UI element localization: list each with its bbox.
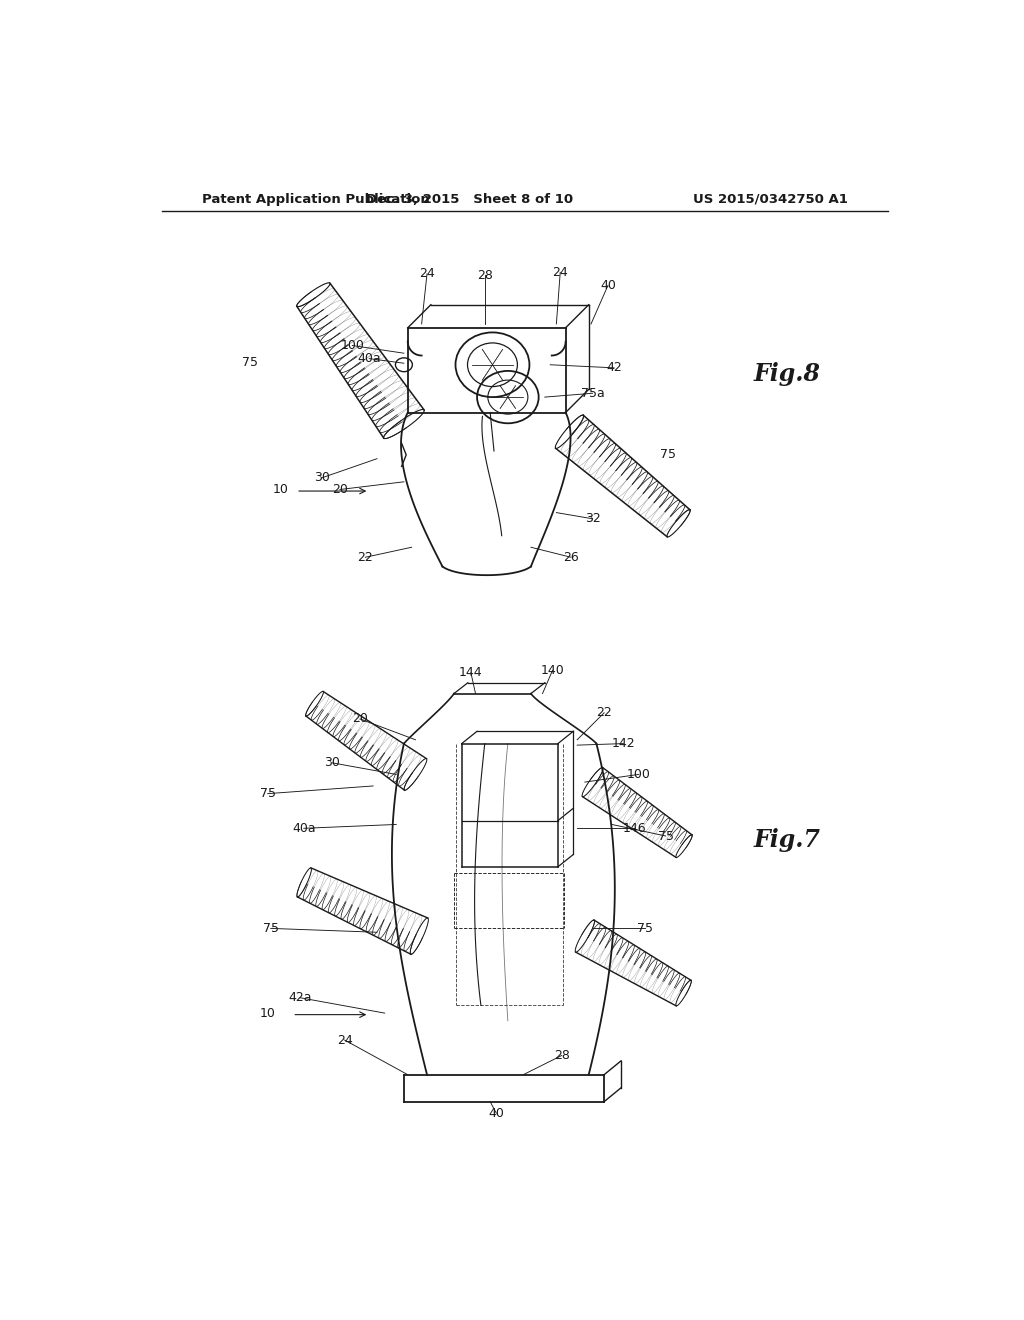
Text: Dec. 3, 2015   Sheet 8 of 10: Dec. 3, 2015 Sheet 8 of 10 [366, 193, 573, 206]
Text: 75: 75 [637, 921, 653, 935]
Text: 28: 28 [554, 1049, 569, 1063]
Text: 142: 142 [611, 737, 635, 750]
Text: 75: 75 [660, 449, 676, 462]
Text: 30: 30 [313, 471, 330, 484]
Text: 75a: 75a [581, 387, 604, 400]
Text: 75: 75 [657, 829, 674, 842]
Text: 30: 30 [325, 756, 340, 770]
Text: Fig.7: Fig.7 [754, 828, 820, 851]
Text: 100: 100 [627, 768, 650, 781]
Text: 42a: 42a [288, 991, 311, 1005]
Text: Fig.8: Fig.8 [754, 362, 820, 385]
Text: 24: 24 [552, 265, 568, 279]
Text: 146: 146 [623, 822, 647, 834]
Text: 20: 20 [352, 713, 368, 726]
Text: 24: 24 [337, 1034, 352, 1047]
Text: 75: 75 [260, 787, 275, 800]
Text: Patent Application Publication: Patent Application Publication [202, 193, 429, 206]
Text: 140: 140 [541, 664, 564, 677]
Text: 42: 42 [606, 362, 622, 375]
Text: 100: 100 [340, 339, 365, 352]
Text: 40: 40 [600, 279, 615, 292]
Text: 32: 32 [585, 512, 600, 525]
Text: 40a: 40a [357, 352, 381, 366]
Text: 26: 26 [563, 550, 579, 564]
Text: 22: 22 [596, 706, 612, 719]
Text: 24: 24 [419, 268, 435, 280]
Text: 22: 22 [357, 550, 374, 564]
Text: 75: 75 [242, 356, 258, 370]
Text: 10: 10 [260, 1007, 275, 1019]
Text: 20: 20 [332, 483, 348, 496]
Text: 75: 75 [263, 921, 279, 935]
Text: 28: 28 [477, 269, 493, 282]
Text: 40a: 40a [292, 822, 315, 834]
Text: 40: 40 [488, 1106, 504, 1119]
Text: US 2015/0342750 A1: US 2015/0342750 A1 [693, 193, 848, 206]
Text: 10: 10 [272, 483, 289, 496]
Text: 144: 144 [459, 667, 482, 680]
